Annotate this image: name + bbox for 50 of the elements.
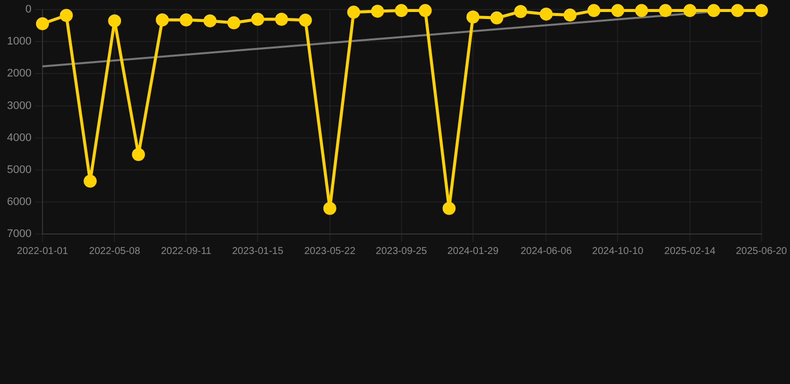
y-tick-label: 0 bbox=[25, 4, 32, 16]
x-tick-label: 2023-05-22 bbox=[304, 246, 356, 257]
point bbox=[371, 4, 384, 18]
point bbox=[108, 14, 122, 28]
point bbox=[60, 8, 73, 22]
point bbox=[658, 4, 672, 18]
x-tick-label: 2024-06-06 bbox=[520, 246, 572, 257]
point bbox=[466, 10, 480, 24]
point bbox=[204, 14, 216, 28]
y-tick-label: 2000 bbox=[6, 68, 32, 80]
point bbox=[418, 4, 432, 18]
x-tick-label: 2025-02-14 bbox=[664, 246, 716, 257]
point bbox=[635, 4, 648, 18]
x-tick-label: 2022-05-08 bbox=[89, 246, 141, 257]
x-tick-label: 2025-06-20 bbox=[736, 246, 788, 257]
point bbox=[490, 11, 504, 24]
point bbox=[180, 13, 193, 26]
point bbox=[298, 14, 312, 27]
point bbox=[587, 4, 600, 18]
point bbox=[683, 4, 696, 18]
point bbox=[132, 148, 145, 161]
x-tick-label: 2023-01-15 bbox=[232, 246, 284, 257]
point bbox=[275, 12, 288, 26]
point bbox=[251, 12, 264, 26]
point bbox=[323, 202, 336, 215]
point bbox=[540, 8, 553, 21]
point bbox=[156, 13, 169, 26]
y-tick-label: 4000 bbox=[6, 132, 32, 144]
point bbox=[754, 4, 768, 18]
point bbox=[36, 17, 49, 30]
x-tick-label: 2024-10-10 bbox=[592, 246, 644, 257]
y-tick-label: 1000 bbox=[6, 36, 32, 48]
x-tick-label: 2022-09-11 bbox=[160, 246, 212, 257]
point bbox=[442, 202, 456, 215]
y-tick-label: 6000 bbox=[6, 196, 32, 208]
point bbox=[611, 4, 624, 18]
x-tick-label: 2023-09-25 bbox=[376, 246, 428, 257]
point bbox=[564, 8, 577, 22]
y-tick-label: 3000 bbox=[6, 100, 32, 112]
x-tick-label: 2022-01-01 bbox=[16, 246, 68, 257]
point bbox=[84, 174, 97, 188]
point bbox=[394, 4, 408, 18]
y-tick-label: 5000 bbox=[6, 164, 32, 176]
point bbox=[731, 4, 744, 18]
point bbox=[707, 4, 720, 18]
x-tick-label: 2024-01-29 bbox=[447, 246, 499, 257]
point bbox=[227, 16, 240, 30]
point bbox=[347, 6, 360, 19]
point bbox=[514, 5, 528, 18]
y-tick-label: 7000 bbox=[6, 228, 32, 240]
